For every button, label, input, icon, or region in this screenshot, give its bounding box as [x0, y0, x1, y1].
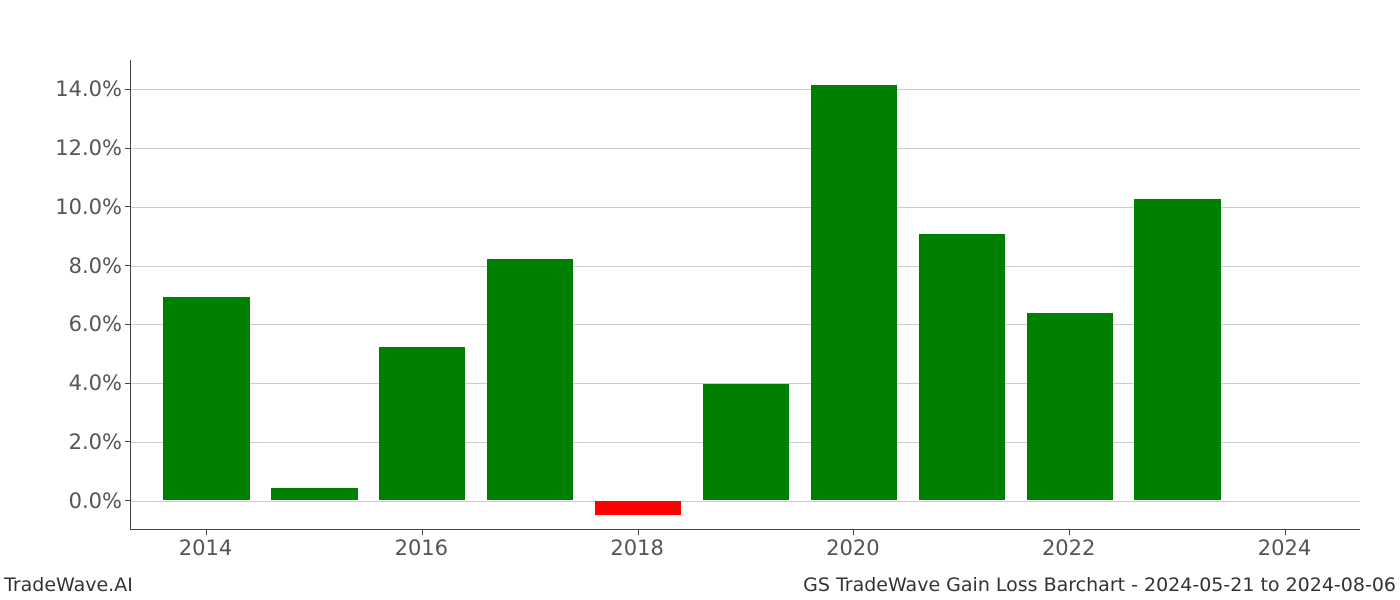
x-tick-label: 2022	[1042, 536, 1095, 560]
y-tick-label: 2.0%	[69, 430, 122, 454]
bar-2015	[271, 488, 357, 500]
y-tick-mark	[125, 206, 131, 207]
x-tick-mark	[1285, 529, 1286, 535]
x-tick-label: 2016	[395, 536, 448, 560]
y-tick-label: 14.0%	[55, 77, 122, 101]
footer-right-text: GS TradeWave Gain Loss Barchart - 2024-0…	[803, 574, 1396, 596]
bar-2023	[1134, 199, 1220, 500]
x-tick-mark	[422, 529, 423, 535]
y-tick-label: 12.0%	[55, 136, 122, 160]
bar-2022	[1027, 313, 1113, 500]
y-tick-label: 0.0%	[69, 489, 122, 513]
y-tick-mark	[125, 89, 131, 90]
y-tick-mark	[125, 148, 131, 149]
y-tick-label: 10.0%	[55, 195, 122, 219]
x-tick-label: 2014	[179, 536, 232, 560]
x-tick-label: 2018	[610, 536, 663, 560]
y-gridline	[131, 501, 1360, 502]
bar-2020	[811, 85, 897, 499]
y-tick-mark	[125, 324, 131, 325]
x-tick-mark	[1069, 529, 1070, 535]
y-tick-label: 8.0%	[69, 254, 122, 278]
y-tick-mark	[125, 265, 131, 266]
y-tick-mark	[125, 383, 131, 384]
y-tick-label: 4.0%	[69, 371, 122, 395]
x-tick-label: 2024	[1258, 536, 1311, 560]
y-tick-mark	[125, 441, 131, 442]
y-tick-label: 6.0%	[69, 312, 122, 336]
y-tick-mark	[125, 500, 131, 501]
plot-area	[130, 60, 1360, 530]
y-gridline	[131, 89, 1360, 90]
footer-left-text: TradeWave.AI	[4, 574, 133, 596]
x-tick-mark	[853, 529, 854, 535]
bar-2014	[163, 297, 249, 500]
x-tick-mark	[638, 529, 639, 535]
bar-2019	[703, 384, 789, 500]
bar-2017	[487, 259, 573, 500]
x-tick-mark	[206, 529, 207, 535]
x-tick-label: 2020	[826, 536, 879, 560]
bar-2016	[379, 347, 465, 500]
bar-2018	[595, 501, 681, 516]
y-gridline	[131, 148, 1360, 149]
bar-2021	[919, 234, 1005, 500]
chart-container: 0.0% 2.0% 4.0% 6.0% 8.0% 10.0% 12.0% 14.0% 2014…	[0, 0, 1400, 600]
